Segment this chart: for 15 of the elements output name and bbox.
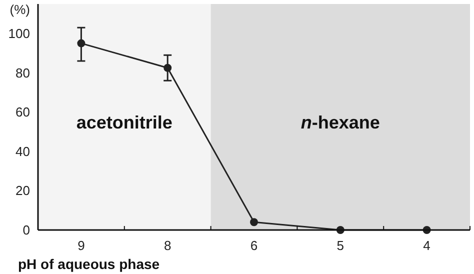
y-tick-label: 0 [22, 222, 30, 238]
x-tick-label: 8 [164, 238, 172, 253]
y-tick-label: 100 [8, 26, 30, 42]
y-tick-label: 40 [16, 144, 30, 159]
x-tick-label: 9 [78, 238, 85, 253]
x-tick-label: 6 [250, 238, 258, 253]
band-label: n-hexane [300, 112, 380, 132]
x-tick-label: 5 [336, 238, 344, 253]
y-tick-label: 80 [16, 65, 30, 80]
x-axis-title: pH of aqueous phase [18, 256, 160, 272]
band-label: acetonitrile [76, 112, 172, 132]
x-tick-label: 4 [423, 238, 430, 253]
y-tick-label: 60 [16, 104, 30, 120]
y-axis-title: (%) [10, 2, 30, 17]
y-tick-label: 20 [16, 183, 30, 198]
